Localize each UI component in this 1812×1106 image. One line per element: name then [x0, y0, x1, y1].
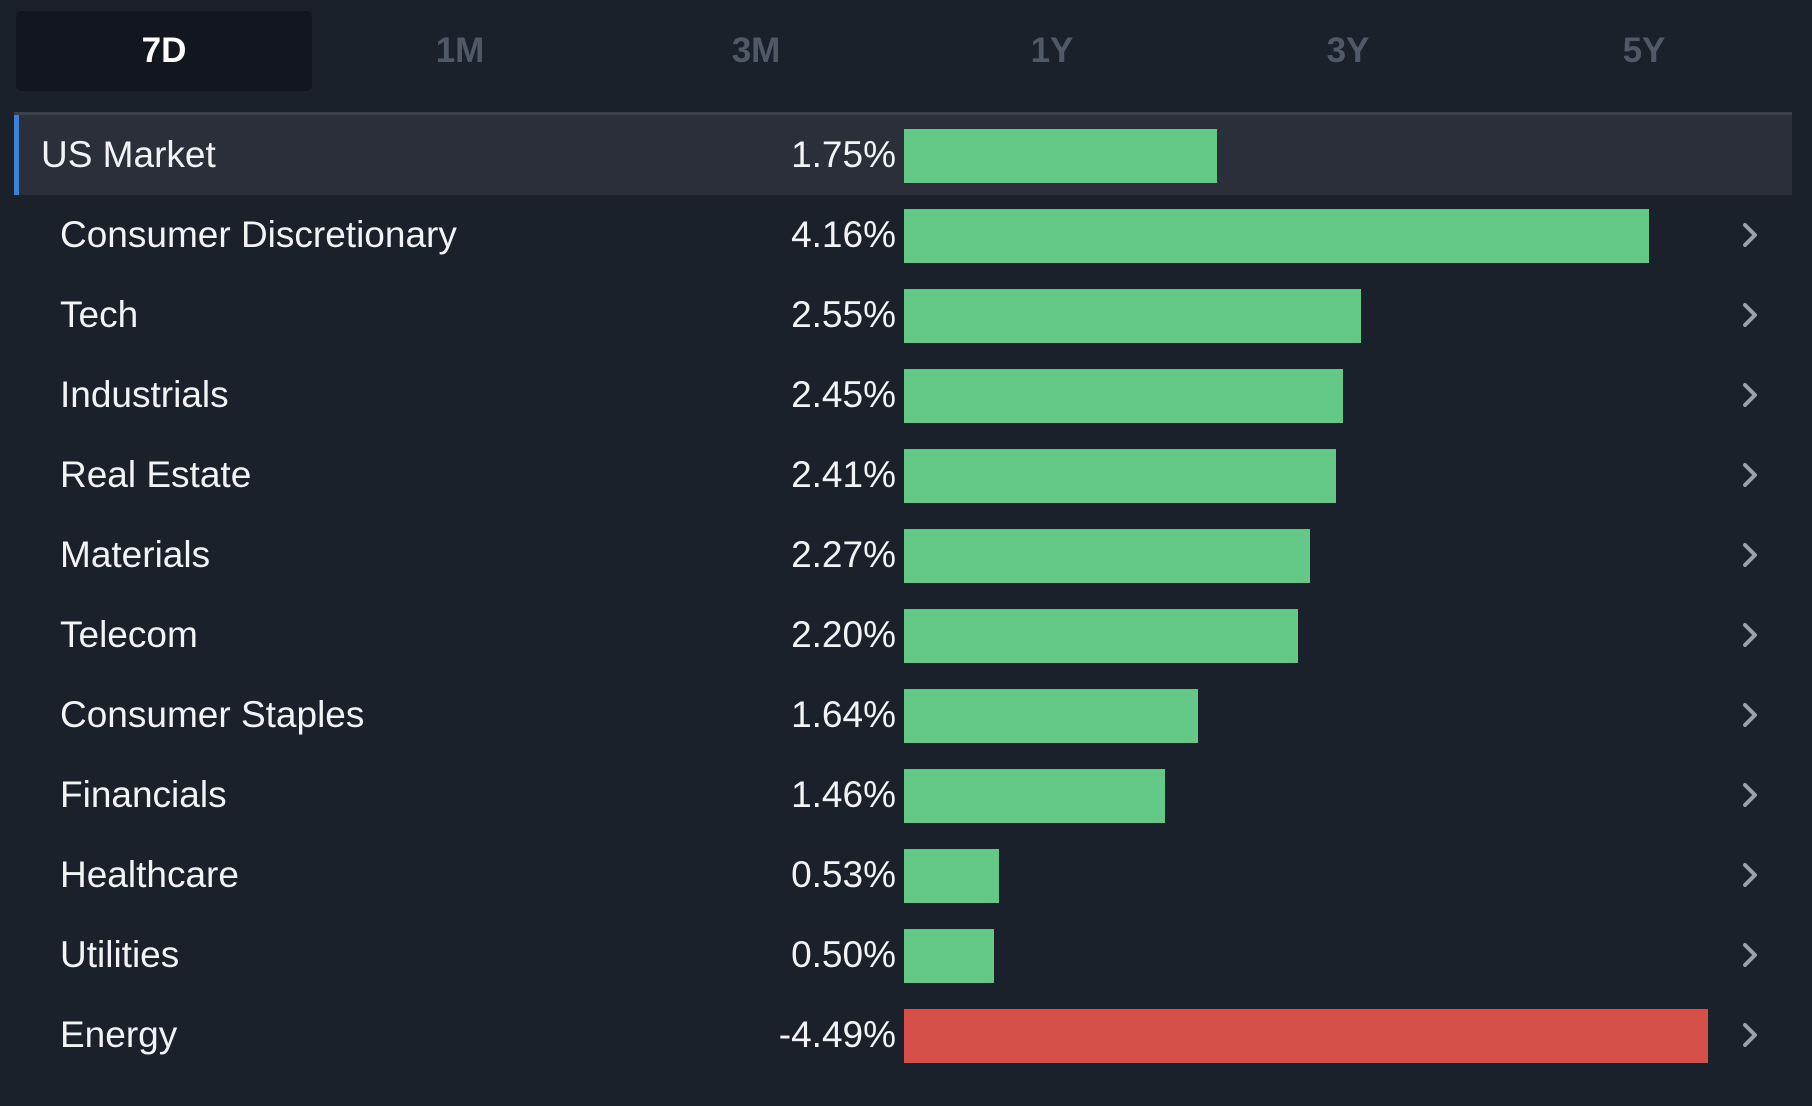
tab-7d[interactable]: 7D: [16, 11, 312, 91]
sector-row-healthcare[interactable]: Healthcare 0.53%: [14, 835, 1792, 915]
sector-row-consumer-staples[interactable]: Consumer Staples 1.64%: [14, 675, 1792, 755]
bar: [904, 689, 1198, 743]
chevron-right-icon[interactable]: [1736, 701, 1764, 729]
chevron-right-icon[interactable]: [1736, 781, 1764, 809]
sector-row-telecom[interactable]: Telecom 2.20%: [14, 595, 1792, 675]
bar: [904, 609, 1298, 663]
row-value: 2.27%: [791, 534, 896, 575]
sector-row-utilities[interactable]: Utilities 0.50%: [14, 915, 1792, 995]
sector-row-tech[interactable]: Tech 2.55%: [14, 275, 1792, 355]
sector-row-real-estate[interactable]: Real Estate 2.41%: [14, 435, 1792, 515]
row-value: 0.50%: [791, 934, 896, 975]
sector-performance-chart: US Market 1.75% Consumer Discretionary 4…: [14, 115, 1792, 1106]
row-label: Industrials: [60, 374, 229, 415]
chevron-right-icon[interactable]: [1736, 861, 1764, 889]
tabs-divider: [14, 112, 1792, 115]
bar: [904, 369, 1343, 423]
bar: [904, 209, 1649, 263]
chevron-right-icon[interactable]: [1736, 221, 1764, 249]
row-label: Real Estate: [60, 454, 252, 495]
bar: [904, 929, 994, 983]
row-label: Tech: [60, 294, 139, 335]
row-label: Financials: [60, 774, 227, 815]
chevron-right-icon[interactable]: [1736, 541, 1764, 569]
chevron-right-icon[interactable]: [1736, 461, 1764, 489]
row-label: Consumer Discretionary: [60, 214, 457, 255]
timeframe-tabs: 7D 1M 3M 1Y 3Y 5Y: [16, 11, 1792, 91]
chevron-right-icon[interactable]: [1736, 941, 1764, 969]
bar: [904, 529, 1310, 583]
tab-3y[interactable]: 3Y: [1326, 31, 1370, 70]
bar: [904, 129, 1217, 183]
sector-row-financials[interactable]: Financials 1.46%: [14, 755, 1792, 835]
sector-row-industrials[interactable]: Industrials 2.45%: [14, 355, 1792, 435]
tab-1y[interactable]: 1Y: [1030, 31, 1074, 70]
tab-1m[interactable]: 1M: [435, 31, 485, 70]
chevron-right-icon[interactable]: [1736, 301, 1764, 329]
bar: [904, 289, 1361, 343]
row-value: 1.46%: [791, 774, 896, 815]
bar: [904, 849, 999, 903]
row-value: 1.64%: [791, 694, 896, 735]
bar: [904, 449, 1336, 503]
tab-5y[interactable]: 5Y: [1622, 31, 1666, 70]
row-value: 4.16%: [791, 214, 896, 255]
summary-row-us-market[interactable]: US Market 1.75%: [14, 115, 1792, 195]
row-label: Telecom: [60, 614, 198, 655]
chevron-right-icon[interactable]: [1736, 621, 1764, 649]
row-label: Energy: [60, 1014, 178, 1055]
row-label: Consumer Staples: [60, 694, 365, 735]
bar: [904, 769, 1165, 823]
row-value: 2.41%: [791, 454, 896, 495]
sector-row-consumer-discretionary[interactable]: Consumer Discretionary 4.16%: [14, 195, 1792, 275]
row-value: 2.55%: [791, 294, 896, 335]
chevron-right-icon[interactable]: [1736, 1021, 1764, 1049]
row-value: 2.20%: [791, 614, 896, 655]
sector-row-energy[interactable]: Energy -4.49%: [14, 995, 1792, 1075]
row-label: Utilities: [60, 934, 180, 975]
row-label: Healthcare: [60, 854, 239, 895]
row-value: 1.75%: [791, 134, 896, 175]
row-value: -4.49%: [778, 1014, 896, 1055]
row-label: US Market: [41, 134, 216, 175]
sector-row-materials[interactable]: Materials 2.27%: [14, 515, 1792, 595]
row-value: 2.45%: [791, 374, 896, 415]
bar: [904, 1009, 1708, 1063]
row-label: Materials: [60, 534, 211, 575]
tab-3m[interactable]: 3M: [731, 31, 781, 70]
chevron-right-icon[interactable]: [1736, 381, 1764, 409]
row-value: 0.53%: [791, 854, 896, 895]
